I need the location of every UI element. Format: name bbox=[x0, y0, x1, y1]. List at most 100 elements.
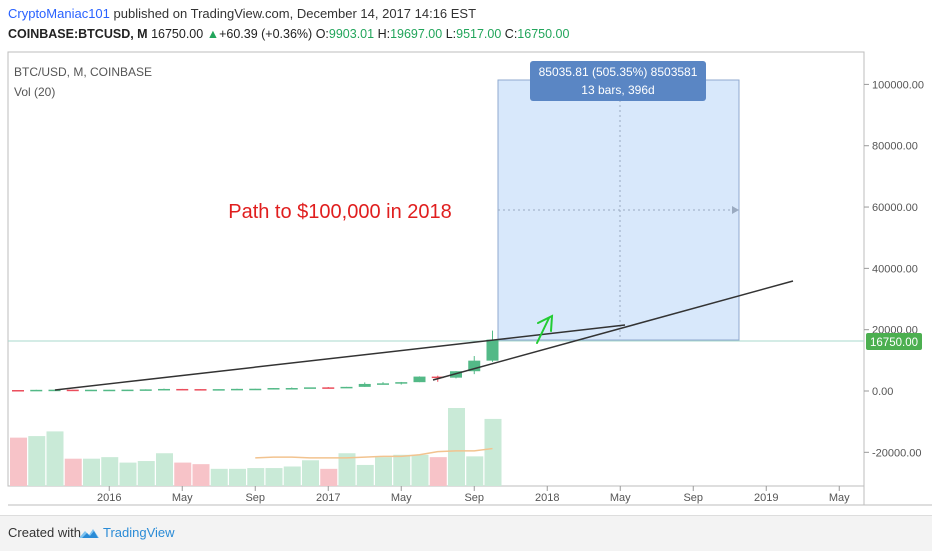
legend-symbol: BTC/USD, M, COINBASE bbox=[14, 65, 152, 79]
measure-label-box bbox=[530, 61, 706, 101]
volume-bar bbox=[320, 468, 338, 486]
candle-body bbox=[340, 386, 353, 389]
candle-body bbox=[377, 383, 389, 385]
high-label: H: bbox=[377, 27, 391, 41]
candle-body bbox=[231, 388, 243, 391]
candle-body bbox=[304, 387, 316, 389]
candle-body bbox=[103, 389, 116, 392]
time-tick-label: 2018 bbox=[535, 492, 559, 504]
volume-bar bbox=[46, 431, 64, 486]
volume-bar bbox=[156, 453, 173, 486]
change-up-icon: ▲ bbox=[206, 27, 220, 41]
time-tick-label: 2016 bbox=[97, 492, 121, 504]
volume-bar bbox=[375, 457, 392, 486]
candle-body bbox=[413, 376, 426, 383]
ohlc-bar: COINBASE:BTCUSD, M 16750.00 ▲+60.39 (+0.… bbox=[8, 27, 569, 41]
footer-brand[interactable]: TradingView bbox=[103, 525, 175, 540]
candle-body bbox=[139, 389, 152, 391]
time-tick-label: 2019 bbox=[754, 492, 778, 504]
volume-bar bbox=[28, 436, 46, 486]
volume-bar bbox=[283, 466, 301, 486]
open-value: 9903.01 bbox=[328, 27, 375, 41]
time-tick-label: Sep bbox=[683, 492, 703, 504]
open-label: O: bbox=[315, 27, 329, 41]
volume-bar bbox=[265, 468, 283, 486]
volume-bars bbox=[10, 408, 502, 486]
volume-bar bbox=[429, 457, 447, 486]
price-axis: -20000.000.0020000.0040000.0060000.00800… bbox=[864, 79, 924, 459]
candle-body bbox=[158, 388, 170, 391]
published-title: CryptoManiac101 published on TradingView… bbox=[8, 6, 476, 21]
volume-bar bbox=[229, 468, 246, 486]
time-tick-label: May bbox=[610, 492, 631, 504]
last-price: 16750.00 bbox=[151, 27, 204, 41]
current-price-tag bbox=[866, 333, 922, 350]
candle-body bbox=[48, 389, 61, 392]
candle-body bbox=[468, 360, 481, 372]
price-tick-label: 60000.00 bbox=[872, 202, 918, 214]
candle-body bbox=[431, 376, 444, 379]
measure-label-line2: 13 bars, 396d bbox=[581, 83, 654, 97]
close-value: 16750.00 bbox=[517, 27, 570, 41]
footer: Created with TradingView bbox=[0, 515, 932, 551]
volume-bar bbox=[192, 464, 210, 486]
volume-bar bbox=[338, 453, 356, 486]
volume-bar bbox=[83, 458, 100, 486]
candle-body bbox=[121, 389, 134, 392]
candle-body bbox=[358, 383, 371, 387]
price-tick-label: -20000.00 bbox=[872, 447, 922, 459]
hand-drawn-arrow-icon bbox=[536, 314, 554, 344]
volume-bar bbox=[356, 464, 374, 486]
high-value: 19697.00 bbox=[390, 27, 443, 41]
footer-created: Created with bbox=[8, 525, 81, 540]
volume-bar bbox=[393, 454, 411, 486]
time-tick-label: May bbox=[172, 492, 193, 504]
volume-bar bbox=[10, 437, 27, 486]
volume-bar bbox=[466, 456, 484, 486]
annotation-text: Path to $100,000 in 2018 bbox=[228, 201, 452, 223]
trendline-lower[interactable] bbox=[432, 280, 794, 381]
volume-bar bbox=[411, 454, 429, 486]
candle-body bbox=[85, 389, 97, 392]
measure-label-line1: 85035.81 (505.35%) 8503581 bbox=[539, 65, 698, 79]
time-tick-label: 2017 bbox=[316, 492, 340, 504]
trendline-upper[interactable] bbox=[54, 324, 626, 391]
candle-body bbox=[249, 388, 262, 391]
volume-bar bbox=[448, 408, 465, 486]
volume-bar bbox=[302, 460, 319, 486]
time-tick-label: May bbox=[829, 492, 850, 504]
price-tick-label: 40000.00 bbox=[872, 263, 918, 275]
measure-arrow-icon bbox=[732, 206, 739, 214]
candles bbox=[12, 330, 499, 392]
legend-volume: Vol (20) bbox=[14, 85, 55, 99]
low-label: L: bbox=[445, 27, 457, 41]
chart-area[interactable]: 85035.81 (505.35%) 8503581 13 bars, 396d… bbox=[0, 0, 932, 515]
current-price-tag-text: 16750.00 bbox=[870, 337, 918, 349]
volume-bar bbox=[64, 458, 82, 486]
volume-bar bbox=[174, 462, 192, 486]
price-change: +60.39 (+0.36%) bbox=[219, 27, 313, 41]
tradingview-logo-icon bbox=[79, 529, 99, 538]
published-text: published on TradingView.com, December 1… bbox=[109, 6, 477, 21]
volume-bar bbox=[247, 468, 265, 486]
candle-body bbox=[212, 389, 225, 391]
time-tick-label: Sep bbox=[464, 492, 484, 504]
candle-body bbox=[285, 388, 298, 390]
price-tick-label: 80000.00 bbox=[872, 141, 918, 153]
author-link[interactable]: CryptoManiac101 bbox=[8, 6, 110, 21]
volume-bar bbox=[484, 418, 502, 486]
volume-bar bbox=[101, 457, 119, 486]
candle-body bbox=[30, 389, 43, 392]
price-tick-label: 100000.00 bbox=[872, 79, 924, 91]
volume-bar bbox=[137, 461, 155, 486]
low-value: 9517.00 bbox=[456, 27, 502, 41]
candle-body bbox=[486, 339, 499, 361]
candle-body bbox=[322, 387, 335, 389]
candle-body bbox=[176, 388, 189, 391]
time-tick-label: May bbox=[391, 492, 412, 504]
candle-body bbox=[12, 390, 24, 392]
volume-ma-line bbox=[255, 447, 493, 459]
price-tick-label: 0.00 bbox=[872, 386, 893, 398]
volume-bar bbox=[210, 468, 228, 486]
candle-body bbox=[395, 382, 408, 384]
